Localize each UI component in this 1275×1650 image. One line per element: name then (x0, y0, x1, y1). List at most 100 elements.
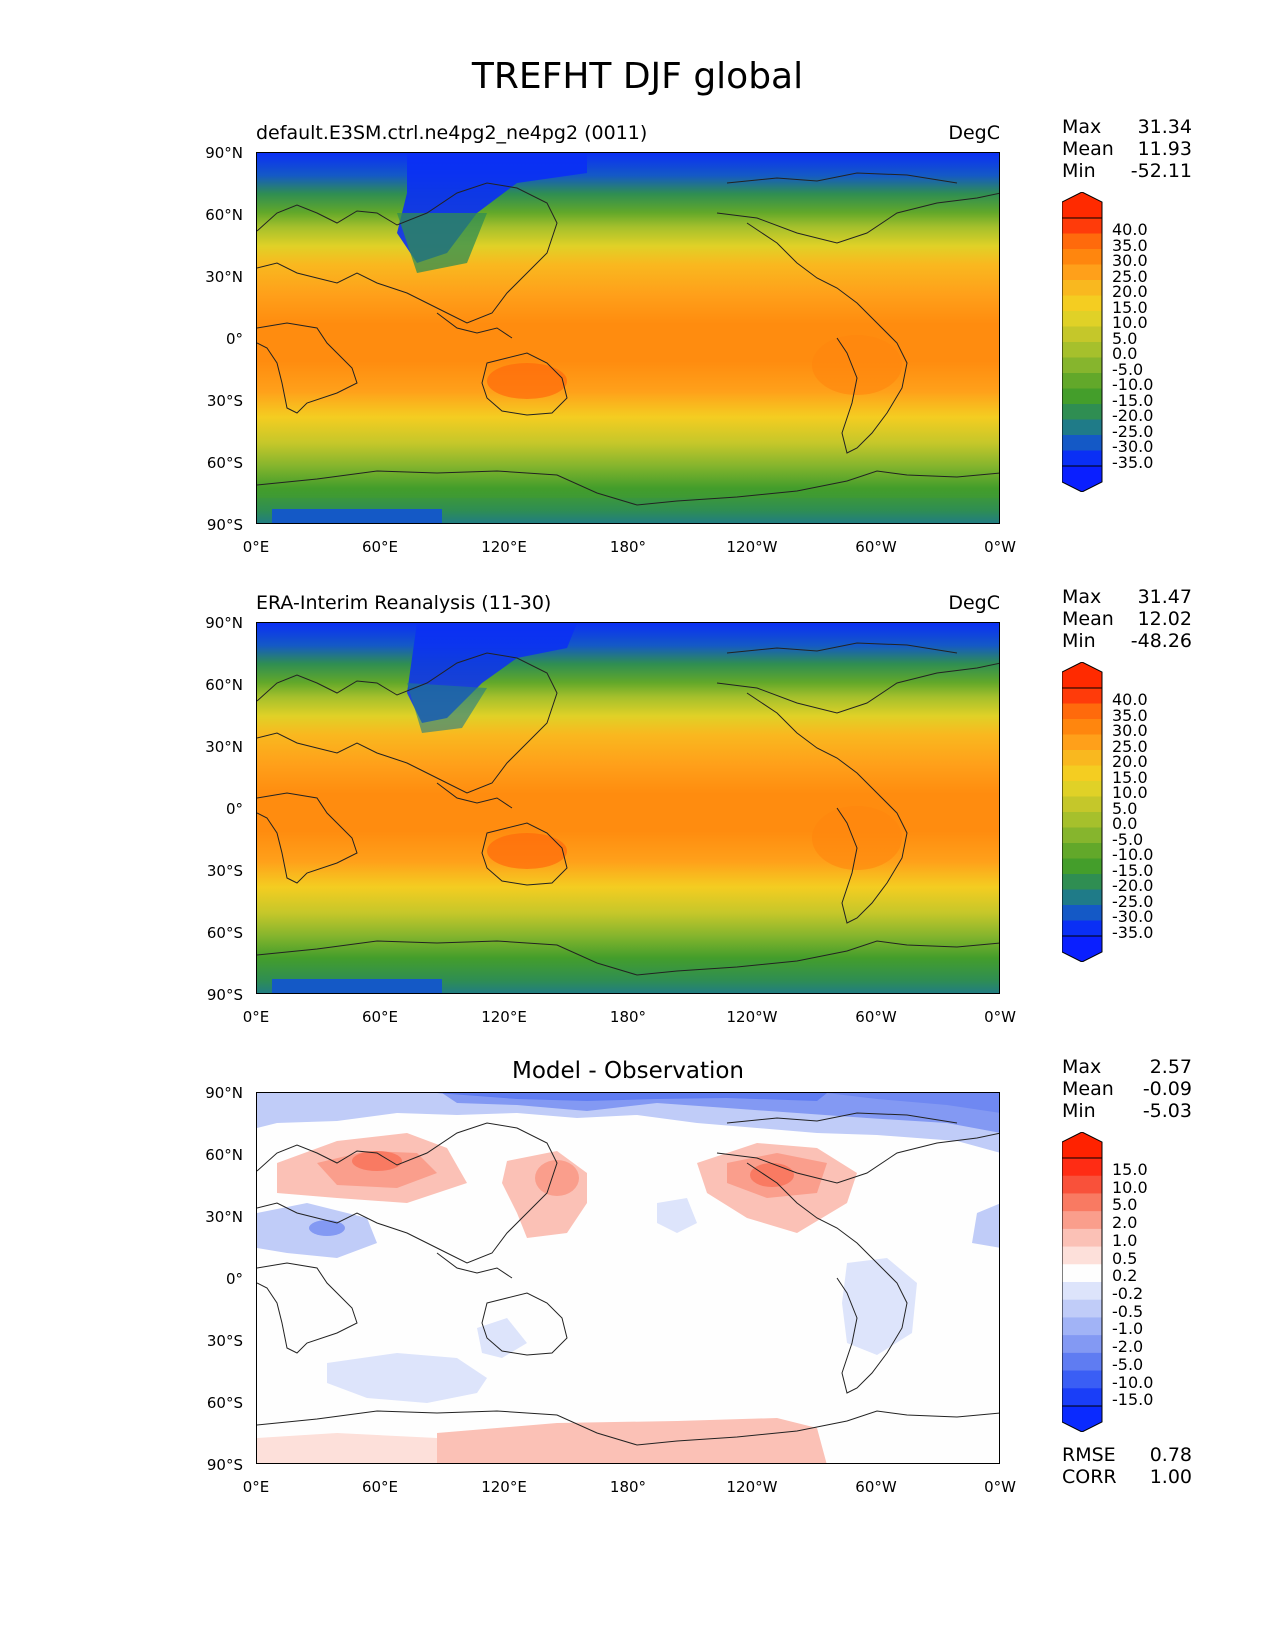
colorbar-tick-label: 30.0 (1112, 721, 1148, 740)
stat-value: 31.47 (1137, 586, 1192, 608)
colorbar-tick-label: 35.0 (1112, 235, 1148, 255)
colorbar-segment (1062, 1317, 1102, 1336)
colorbar-tick-label: -10.0 (1112, 375, 1154, 394)
colorbar-segment (1062, 1228, 1102, 1248)
xtick-label: 0°E (242, 1478, 270, 1496)
ytick-label: 60°S (206, 1394, 243, 1412)
colorbar-segment (1062, 450, 1102, 467)
colorbar-tick-label: -30.0 (1112, 437, 1154, 456)
colorbar-tick-label: -10.0 (1112, 845, 1154, 864)
colorbar-segment (1062, 404, 1102, 420)
xtick-label: 0°W (984, 1008, 1016, 1026)
colorbar-tick-label: -35.0 (1112, 452, 1154, 472)
colorbar-segment (1062, 905, 1102, 921)
xtick-label: 60°E (361, 1008, 399, 1026)
xtick-label: 120°E (481, 1008, 527, 1026)
colorbar-tick-label: 35.0 (1112, 705, 1148, 725)
panel-title: ERA-Interim Reanalysis (11-30) (256, 592, 552, 614)
colorbar-segment (1062, 218, 1102, 234)
colorbar-tick-label: -25.0 (1112, 421, 1154, 441)
xtick-label: 0°W (984, 1478, 1016, 1496)
stat-value: 11.93 (1137, 138, 1192, 160)
colorbar-tick-label: -5.0 (1112, 829, 1144, 849)
colorbar-arrow-top (1062, 662, 1103, 689)
ytick-label: 0° (225, 330, 243, 348)
colorbar-segment (1062, 1352, 1102, 1372)
colorbar-tick-label: 5.0 (1112, 798, 1138, 818)
colorbar-segment (1062, 280, 1102, 296)
colorbar (1062, 1132, 1103, 1432)
colorbar-tick-label: 5.0 (1112, 1195, 1138, 1215)
colorbar-segment (1062, 1193, 1102, 1212)
colorbar-segment (1062, 1282, 1102, 1301)
ytick-label: 60°S (206, 924, 243, 942)
stat-value: -52.11 (1130, 160, 1192, 182)
colorbar-tick-label: 10.0 (1112, 783, 1148, 802)
xtick-label: 0°W (984, 538, 1016, 556)
colorbar-tick-label: 15.0 (1112, 297, 1148, 317)
ytick-label: 30°N (205, 268, 243, 286)
ytick-label: 60°S (206, 454, 243, 472)
colorbar-tick-label: 0.2 (1112, 1266, 1138, 1286)
stat-value: 31.34 (1137, 116, 1192, 138)
colorbar-tick-label: 15.0 (1112, 1160, 1148, 1179)
colorbar-segment (1062, 419, 1102, 436)
stat-value: 12.02 (1137, 608, 1192, 630)
colorbar-tick-label: 15.0 (1112, 767, 1148, 787)
stat-label: Max (1062, 116, 1102, 138)
colorbar-segment (1062, 827, 1102, 844)
difference-field (257, 1093, 999, 1463)
colorbar-arrow-bottom (1062, 465, 1103, 492)
panel-title: Model - Observation (511, 1058, 745, 1084)
colorbar-tick-label: 0.0 (1112, 814, 1138, 833)
colorbar-segment (1062, 812, 1102, 828)
colorbar-frame (1062, 217, 1103, 467)
colorbar-tick-label: 5.0 (1112, 328, 1138, 348)
colorbar-tick-label: -2.0 (1112, 1337, 1144, 1357)
colorbar-segment (1062, 750, 1102, 766)
colorbar-segment (1062, 703, 1102, 720)
ytick-label: 60°N (205, 206, 243, 224)
colorbar-frame (1062, 687, 1103, 937)
xtick-label: 180° (609, 538, 647, 556)
colorbar-segment (1062, 858, 1102, 875)
colorbar-tick-label: 25.0 (1112, 266, 1148, 286)
colorbar-segment (1062, 796, 1102, 813)
xtick-label: 120°E (481, 1478, 527, 1496)
stat-value: -48.26 (1130, 630, 1192, 652)
colorbar-segment (1062, 1211, 1102, 1230)
xtick-label: 180° (609, 1478, 647, 1496)
stat-value: 2.57 (1149, 1056, 1192, 1078)
colorbar-segment (1062, 388, 1102, 405)
colorbar-frame (1062, 1157, 1103, 1407)
colorbar-segment (1062, 1264, 1102, 1283)
ytick-label: 90°N (205, 144, 243, 162)
colorbar-tick-label: -10.0 (1112, 1372, 1154, 1392)
colorbar-segment (1062, 765, 1102, 782)
stat-label: Mean (1062, 608, 1114, 630)
colorbar-tick-label: 40.0 (1112, 690, 1148, 709)
panel-units: DegC (948, 592, 1000, 614)
colorbar-tick-label: -20.0 (1112, 406, 1154, 425)
stat-label: Mean (1062, 1078, 1114, 1100)
stat-label: Max (1062, 1056, 1102, 1078)
colorbar-segment (1062, 781, 1102, 797)
ytick-label: 30°N (205, 738, 243, 756)
stat-value: -5.03 (1142, 1100, 1192, 1122)
colorbar-tick-label: 30.0 (1112, 251, 1148, 270)
stat-label: RMSE (1062, 1444, 1116, 1466)
colorbar-segment (1062, 295, 1102, 312)
colorbar-tick-label: -0.5 (1112, 1301, 1144, 1321)
ytick-label: 60°N (205, 1146, 243, 1164)
ytick-label: 0° (225, 800, 243, 818)
colorbar-segment (1062, 688, 1102, 704)
colorbar-tick-label: -20.0 (1112, 876, 1154, 895)
colorbar-segment (1062, 1388, 1102, 1407)
map-diff (256, 1092, 1000, 1464)
ytick-label: 30°S (206, 392, 243, 410)
figure-title: TREFHT DJF global (471, 56, 804, 97)
xtick-label: 0°E (242, 538, 270, 556)
ytick-label: 30°N (205, 1208, 243, 1226)
colorbar (1062, 662, 1103, 962)
colorbar-arrow-top (1062, 1132, 1103, 1159)
